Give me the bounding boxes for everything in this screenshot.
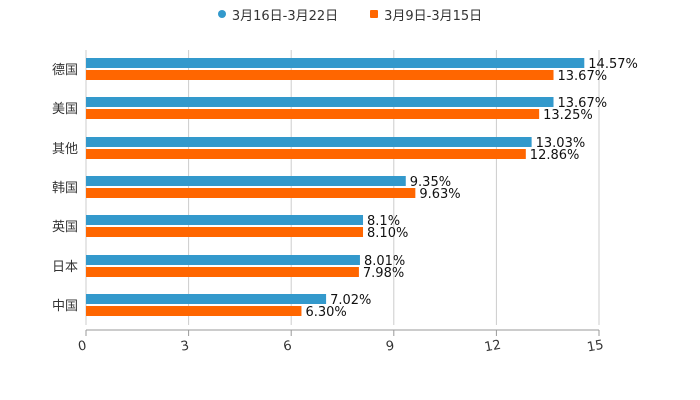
x-tick-label: 15: [586, 338, 605, 356]
bar[interactable]: [86, 255, 360, 265]
bar[interactable]: [86, 70, 554, 80]
legend-item-series-2[interactable]: 3月9日-3月15日: [370, 4, 482, 24]
chart-legend: 3月16日-3月22日 3月9日-3月15日: [0, 4, 700, 24]
bar[interactable]: [86, 97, 554, 107]
bar[interactable]: [86, 227, 364, 237]
value-label: 13.67%: [558, 69, 608, 84]
category-label: 美国: [52, 102, 78, 117]
bar[interactable]: [86, 215, 364, 225]
x-tick-label: 12: [483, 338, 502, 356]
value-label: 14.57%: [588, 57, 638, 72]
value-label: 8.1%: [367, 214, 400, 229]
legend-item-series-1[interactable]: 3月16日-3月22日: [217, 4, 339, 24]
square-marker-icon: [370, 10, 379, 18]
bar[interactable]: [86, 58, 585, 68]
bar[interactable]: [86, 188, 416, 198]
x-tick-label: 3: [180, 338, 191, 354]
value-label: 9.35%: [410, 175, 451, 190]
value-label: 9.63%: [419, 187, 460, 202]
category-label: 韩国: [52, 181, 78, 196]
bar[interactable]: [86, 149, 526, 159]
value-label: 7.98%: [363, 266, 404, 281]
category-label: 德国: [52, 63, 78, 78]
value-label: 13.67%: [558, 96, 608, 111]
x-tick-label: 6: [282, 338, 293, 354]
category-label: 英国: [52, 220, 78, 235]
value-label: 13.25%: [543, 108, 593, 123]
bar[interactable]: [86, 176, 406, 186]
value-label: 12.86%: [530, 148, 580, 163]
category-label: 中国: [52, 299, 78, 314]
value-label: 13.03%: [536, 136, 586, 151]
bar[interactable]: [86, 267, 359, 277]
bar[interactable]: [86, 306, 302, 316]
category-label: 日本: [52, 260, 78, 275]
legend-label: 3月9日-3月15日: [384, 8, 483, 24]
category-label: 其他: [52, 142, 78, 157]
value-label: 6.30%: [305, 305, 346, 320]
bar[interactable]: [86, 137, 532, 147]
x-tick-label: 0: [77, 338, 88, 354]
value-label: 7.02%: [330, 293, 371, 308]
value-label: 8.10%: [367, 226, 408, 241]
bar[interactable]: [86, 294, 327, 304]
value-label: 8.01%: [364, 254, 405, 269]
bar[interactable]: [86, 109, 540, 119]
x-tick-label: 9: [385, 338, 396, 354]
legend-label: 3月16日-3月22日: [231, 8, 339, 24]
circle-marker-icon: [217, 10, 226, 18]
